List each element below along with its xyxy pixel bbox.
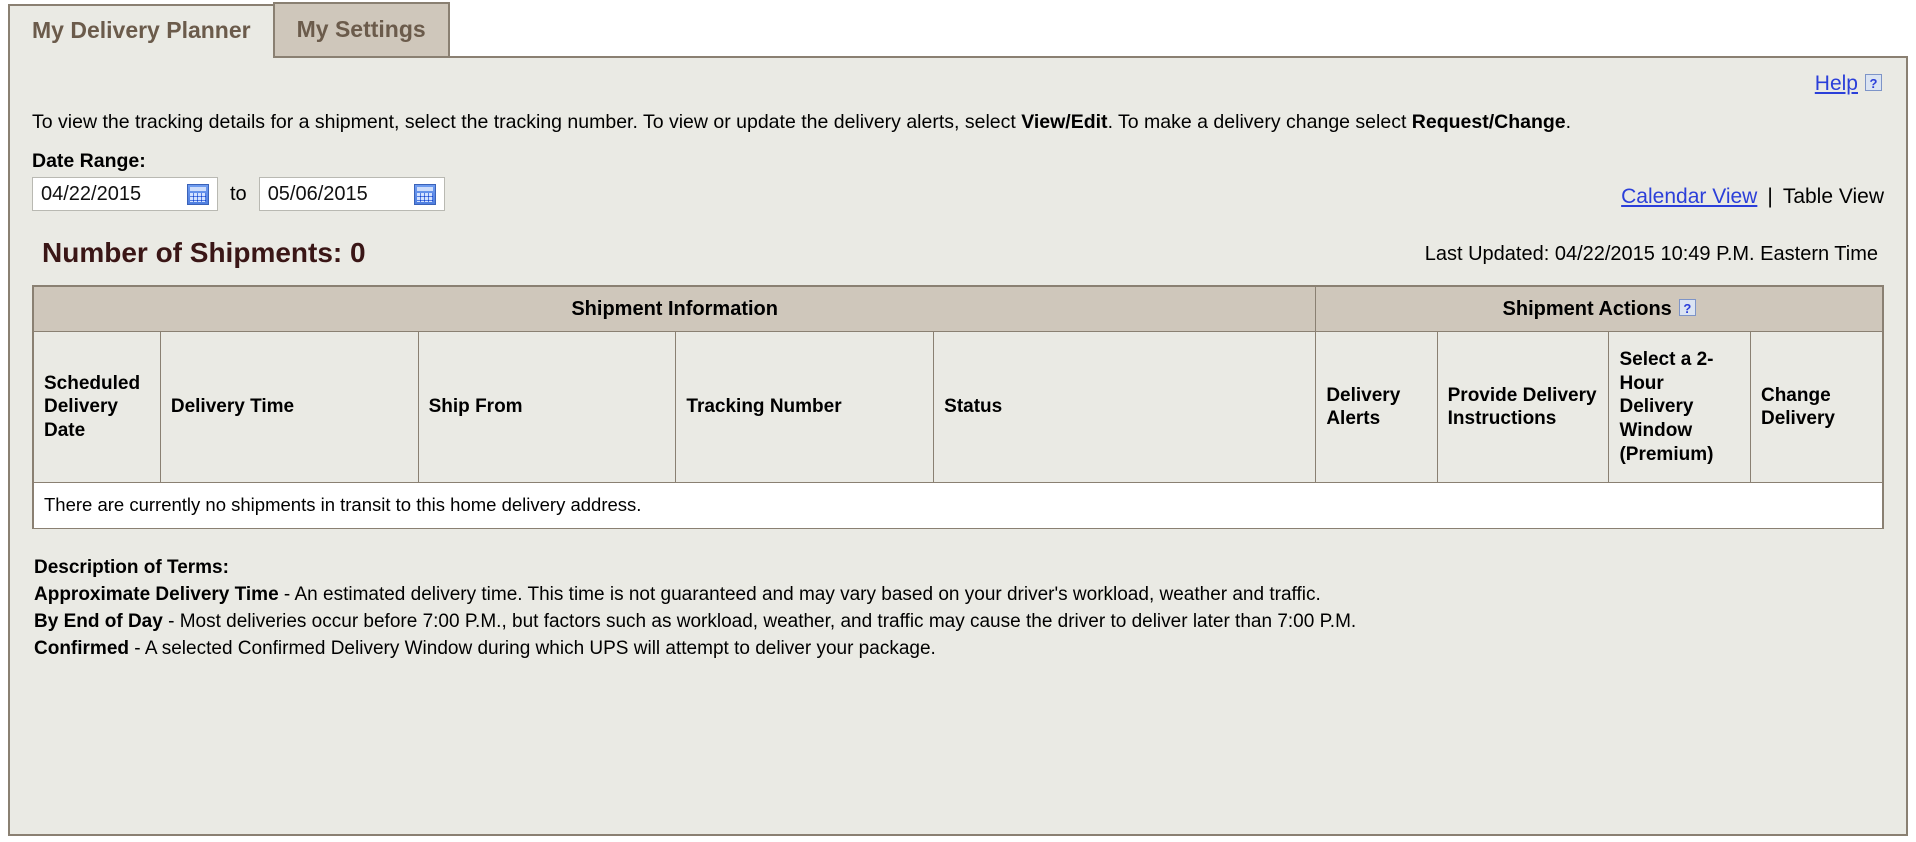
instructions-request-change: Request/Change <box>1411 111 1566 133</box>
term-name-approximate-delivery-time: Approximate Delivery Time <box>34 584 279 606</box>
calendar-icon-to[interactable] <box>413 183 436 205</box>
date-from-input[interactable] <box>39 182 181 206</box>
number-of-shipments: Number of Shipments: 0 <box>42 237 366 269</box>
shipments-table-wrap: Shipment Information Shipment Actions? S… <box>32 285 1884 530</box>
table-view-label: Table View <box>1782 185 1884 209</box>
table-empty-row: There are currently no shipments in tran… <box>34 482 1882 530</box>
instructions-text-1: To view the tracking details for a shipm… <box>32 111 1022 133</box>
instructions-text-3: . <box>1565 111 1572 133</box>
term-item: By End of Day - Most deliveries occur be… <box>34 609 1884 636</box>
shipments-table: Shipment Information Shipment Actions? S… <box>34 287 1882 530</box>
term-item: Approximate Delivery Time - An estimated… <box>34 582 1884 609</box>
table-empty-message: There are currently no shipments in tran… <box>34 482 1882 530</box>
date-from-box[interactable] <box>32 177 218 212</box>
term-item: Confirmed - A selected Confirmed Deliver… <box>34 636 1884 663</box>
terms-title: Description of Terms: <box>34 557 229 579</box>
instructions-paragraph: To view the tracking details for a shipm… <box>32 108 1592 136</box>
main-panel: Help? To view the tracking details for a… <box>8 56 1908 836</box>
tab-my-delivery-planner[interactable]: My Delivery Planner <box>8 4 273 58</box>
question-mark-icon[interactable]: ? <box>1865 74 1882 91</box>
tab-my-settings[interactable]: My Settings <box>272 2 450 56</box>
help-row: Help? <box>32 58 1884 102</box>
term-name-confirmed: Confirmed <box>34 638 129 660</box>
group-header-shipment-actions-label: Shipment Actions <box>1502 297 1672 320</box>
tab-my-settings-label: My Settings <box>296 16 426 43</box>
instructions-view-edit: View/Edit <box>1021 111 1108 133</box>
term-text-approximate-delivery-time: - An estimated delivery time. This time … <box>278 584 1321 606</box>
column-header-scheduled-delivery-date: Scheduled Delivery Date <box>34 331 161 484</box>
date-to-box[interactable] <box>258 177 445 212</box>
last-updated-text: Last Updated: 04/22/2015 10:49 P.M. East… <box>1424 243 1878 266</box>
column-header-tracking-number: Tracking Number <box>675 331 935 484</box>
column-header-select-2-hour-window: Select a 2-Hour Delivery Window (Premium… <box>1608 331 1751 484</box>
shipment-actions-help-icon[interactable]: ? <box>1678 298 1696 316</box>
group-header-shipment-information: Shipment Information <box>34 287 1317 333</box>
help-link[interactable]: Help <box>1814 72 1858 95</box>
date-to-input[interactable] <box>265 182 408 206</box>
column-header-ship-from: Ship From <box>417 331 677 484</box>
column-header-change-delivery: Change Delivery <box>1749 331 1882 484</box>
table-column-header-row: Scheduled Delivery Date Delivery Time Sh… <box>34 331 1882 484</box>
description-of-terms: Description of Terms: Approximate Delive… <box>32 555 1884 663</box>
tab-my-delivery-planner-label: My Delivery Planner <box>32 17 251 44</box>
column-header-provide-delivery-instructions: Provide Delivery Instructions <box>1436 331 1610 484</box>
view-separator: | <box>1767 185 1773 209</box>
term-name-by-end-of-day: By End of Day <box>34 611 163 633</box>
view-switcher: Calendar View | Table View <box>1621 185 1884 209</box>
group-header-shipment-actions: Shipment Actions? <box>1315 287 1882 333</box>
tab-strip: My Delivery Planner My Settings <box>0 0 1916 58</box>
calendar-view-link[interactable]: Calendar View <box>1621 185 1758 209</box>
term-text-by-end-of-day: - Most deliveries occur before 7:00 P.M.… <box>162 611 1357 633</box>
date-range-row: to Calendar View | Table View <box>32 177 1884 212</box>
instructions-text-2: . To make a delivery change select <box>1107 111 1412 133</box>
column-header-delivery-time: Delivery Time <box>159 331 419 484</box>
term-text-confirmed: - A selected Confirmed Delivery Window d… <box>129 638 936 660</box>
column-header-delivery-alerts: Delivery Alerts <box>1315 331 1438 484</box>
shipments-summary-row: Number of Shipments: 0 Last Updated: 04/… <box>32 237 1884 269</box>
column-header-status: Status <box>933 331 1317 484</box>
table-group-header-row: Shipment Information Shipment Actions? <box>34 287 1882 333</box>
date-range-to-word: to <box>230 182 247 205</box>
date-range-label: Date Range: <box>32 150 146 173</box>
calendar-icon-from[interactable] <box>187 183 209 205</box>
